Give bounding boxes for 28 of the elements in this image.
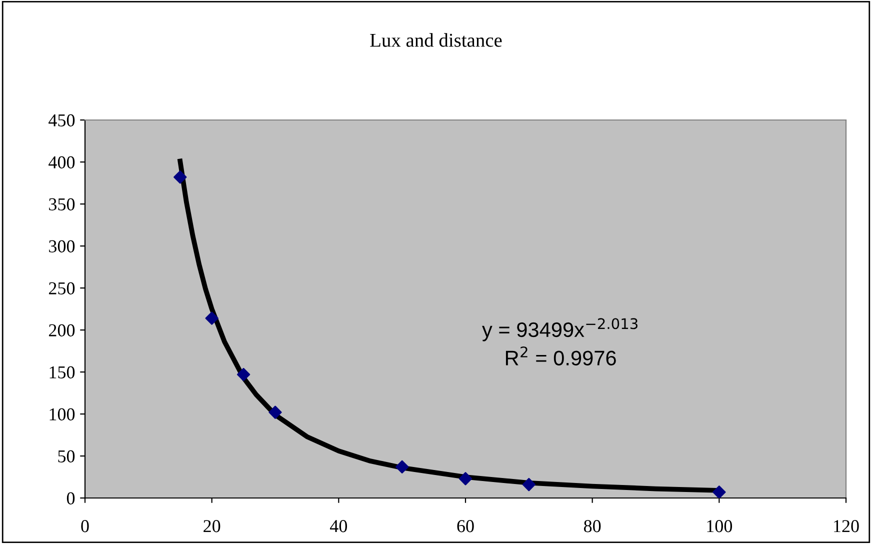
y-tick-label: 450 [48,114,75,126]
point [268,406,282,419]
x-tick-label: 40 [330,520,348,532]
annotation: y = 93499x$^{−2.013}$ [482,318,638,342]
y-tick-label: 0 [66,492,75,504]
y-tick-label: 350 [49,198,75,210]
point [712,486,726,498]
point [174,170,187,184]
annotation: R$^{2}$ = 0.9976 [506,346,616,366]
y-tick-label: 400 [48,156,75,168]
x-tick-label: 0 [81,520,89,532]
point [395,460,409,474]
x-tick-label: 20 [204,520,220,532]
y-tick-label: 250 [48,282,75,294]
x-tick-label: 60 [457,520,474,532]
y-tick-label: 150 [50,366,75,378]
chart-title: Lux and distance [370,33,502,47]
x-tick-label: 100 [707,520,732,532]
y-tick-label: 200 [48,324,75,336]
point [205,312,218,325]
point [458,472,472,486]
y-tick-label: 50 [58,450,75,462]
point [236,368,250,382]
point [522,478,536,492]
y-tick-label: 300 [49,240,75,252]
x-tick-label: 120 [834,520,859,532]
x-tick-label: 80 [584,520,601,532]
y-tick-label: 100 [50,408,75,420]
